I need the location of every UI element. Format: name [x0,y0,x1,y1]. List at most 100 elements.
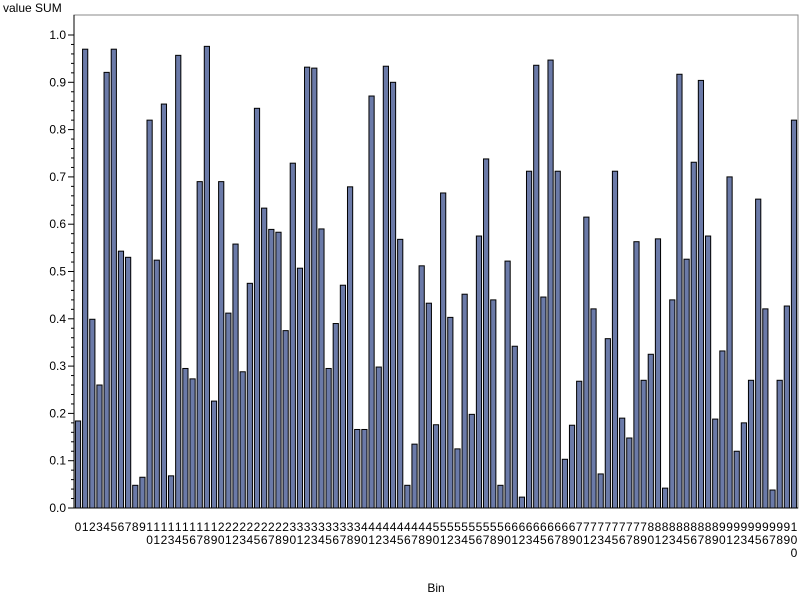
bar-20 [218,181,225,509]
bar-30 [289,162,296,509]
bar-91 [726,176,733,509]
bar-100 [790,119,798,509]
bar-25 [253,107,261,509]
x-tick-label: 4 [103,520,110,534]
bar-81 [654,238,662,509]
bar-89 [712,418,719,509]
bar-5 [110,48,117,509]
bar-3 [96,384,103,509]
bar-33 [311,67,318,509]
bar-11 [153,259,160,509]
y-tick-label: 0.0 [49,501,66,515]
bar-45 [397,238,404,509]
bar-54 [461,293,468,509]
bar-22 [232,243,239,509]
bar-62 [518,496,526,509]
bar-10 [146,119,153,509]
bar-73 [597,473,604,509]
bar-82 [662,487,669,509]
bar-21 [225,312,232,509]
bar-70 [576,380,583,509]
bar-51 [440,192,447,509]
bar-24 [246,282,253,509]
bar-47 [411,443,418,509]
y-tick-label: 0.7 [49,170,66,184]
bar-76 [619,417,626,509]
bar-0 [74,420,82,509]
bar-87 [697,79,705,509]
bar-31 [296,267,304,509]
y-tick-label: 0.1 [49,454,66,468]
bar-37 [339,284,347,509]
bar-34 [318,228,325,509]
bar-71 [583,216,590,509]
y-tick-label: 0.6 [49,217,66,231]
bar-32 [304,66,311,509]
x-tick-label: 5 [110,520,117,534]
bar-99 [783,305,790,509]
bar-77 [626,437,633,509]
bar-9 [139,476,146,509]
bar-69 [568,424,576,509]
bar-85 [683,258,690,509]
bar-72 [590,308,597,509]
bar-29 [282,330,289,509]
bar-19 [210,400,218,509]
bar-63 [525,170,533,509]
x-ticks-group: 0 1 2 3 4 5 6 7 8 9 1 01 11 21 31 41 51 61 71 81 92 02 12 22 32 4… [75,520,798,560]
bar-23 [239,371,246,509]
x-tick-label: 0 [75,520,82,534]
y-tick-label: 0.8 [49,123,66,137]
y-tick-label: 0.9 [49,75,66,89]
y-ticks-group: 0.0 0.1 0.2 0.3 0.4 0.5 0.6 0.7 0.8 0.9 1.0 [49,28,74,515]
bars-group [74,45,798,509]
bar-2 [89,318,96,509]
bar-61 [511,345,518,509]
bar-96 [762,308,769,509]
